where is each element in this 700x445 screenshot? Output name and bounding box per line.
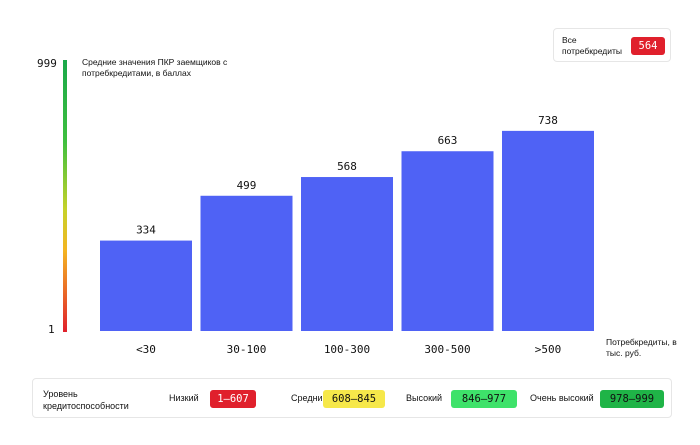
legend-label-medium: Средний [291, 393, 328, 403]
bar-3 [401, 151, 494, 331]
legend: Уровень кредитоспособности Низкий 1–607 … [32, 378, 672, 418]
legend-badge-low: 1–607 [210, 390, 256, 408]
legend-badge-high: 846–977 [451, 390, 517, 408]
all-loans-summary: Все потребкредиты 564 [553, 28, 671, 62]
bar-value-label-3: 663 [438, 134, 458, 147]
legend-title: Уровень кредитоспособности [43, 389, 129, 411]
all-loans-value-badge: 564 [631, 37, 665, 55]
y-tick-min: 1 [48, 323, 55, 336]
x-tick-label-2: 100-300 [324, 343, 370, 356]
bar-value-label-1: 499 [237, 179, 257, 192]
legend-badge-medium: 608–845 [323, 390, 385, 408]
x-tick-label-1: 30-100 [227, 343, 267, 356]
x-axis-label: Потребкредиты, в тыс. руб. [606, 337, 677, 358]
bar-4 [502, 130, 594, 331]
x-tick-label-4: >500 [535, 343, 562, 356]
bar-value-label-4: 738 [538, 114, 558, 127]
legend-label-high: Высокий [406, 393, 443, 403]
x-tick-label-0: <30 [136, 343, 156, 356]
bar-value-label-2: 568 [337, 160, 357, 173]
bar-value-label-0: 334 [136, 224, 156, 237]
bar-0 [100, 240, 192, 331]
legend-badge-very-high: 978–999 [600, 390, 664, 408]
legend-label-very-high: Очень высокий [530, 393, 594, 403]
y-axis-label: Средние значения ПКР заемщиков с потребк… [82, 57, 228, 78]
legend-label-low: Низкий [169, 393, 199, 403]
bar-1 [200, 195, 293, 331]
y-tick-max: 999 [37, 57, 57, 70]
bar-2 [301, 177, 393, 331]
score-gradient-axis [63, 60, 67, 332]
all-loans-label: Все потребкредиты [562, 35, 622, 56]
x-tick-label-3: 300-500 [424, 343, 470, 356]
